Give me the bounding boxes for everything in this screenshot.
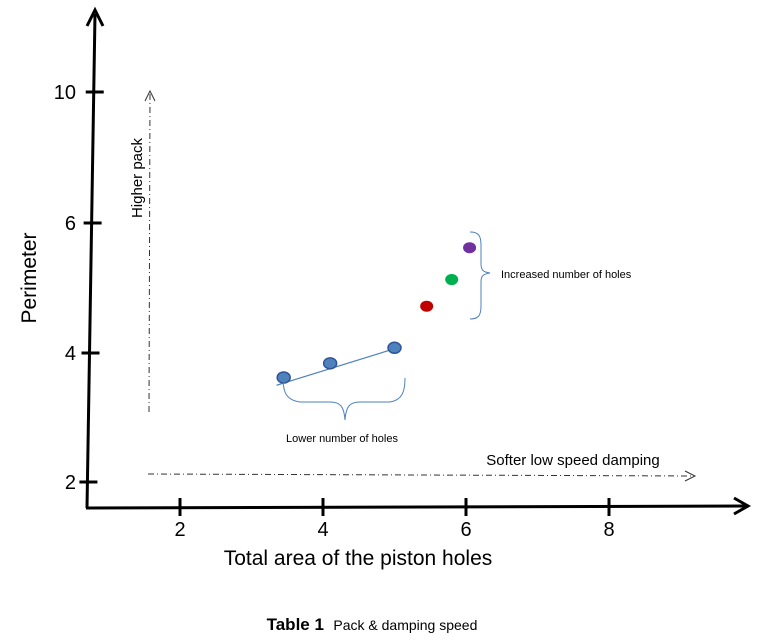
softer-damping-arrowhead (684, 470, 697, 482)
trend-line (276, 345, 402, 386)
x-tick-label-6: 6 (460, 519, 471, 541)
caption-text: Pack & damping speed (333, 617, 477, 633)
data-point-1 (276, 371, 291, 384)
lower-holes-bracket (282, 377, 406, 421)
caption: Table 1 Pack & damping speed (267, 615, 478, 634)
higher-pack-label: Higher pack (129, 137, 146, 218)
data-point-6 (463, 242, 477, 254)
higher-pack-arrow (148, 91, 151, 413)
higher-pack-arrowhead (144, 89, 156, 102)
x-tick-label-8: 8 (603, 519, 614, 541)
data-points (276, 242, 477, 384)
axes (85, 6, 752, 516)
x-tick-label-4: 4 (317, 519, 328, 541)
increased-holes-label: Increased number of holes (501, 269, 632, 281)
y-tick-label-2: 2 (65, 472, 76, 494)
y-axis-arrowhead (85, 6, 105, 27)
lower-holes-label: Lower number of holes (286, 433, 398, 445)
ticks: 2 4 6 8 2 4 6 10 (54, 82, 615, 541)
data-point-4 (420, 300, 434, 312)
y-tick-label-10: 10 (54, 82, 76, 104)
y-axis-line (85, 13, 97, 509)
y-axis-title: Perimeter (18, 232, 41, 323)
data-point-2 (322, 357, 338, 370)
y-tick-label-6: 6 (65, 213, 76, 235)
trend-line-group (276, 345, 402, 386)
softer-damping-label: Softer low speed damping (486, 452, 659, 469)
x-axis-title: Total area of the piston holes (224, 547, 493, 570)
data-point-5 (445, 274, 459, 286)
x-tick-label-2: 2 (174, 519, 185, 541)
y-tick-label-4: 4 (65, 343, 76, 365)
increased-holes-bracket (469, 231, 491, 320)
x-axis-line (85, 504, 747, 510)
softer-damping-arrow (147, 473, 695, 477)
caption-bold: Table 1 (267, 615, 324, 634)
x-axis-arrowhead (733, 496, 752, 516)
data-point-3 (387, 341, 402, 355)
brackets (282, 231, 491, 421)
